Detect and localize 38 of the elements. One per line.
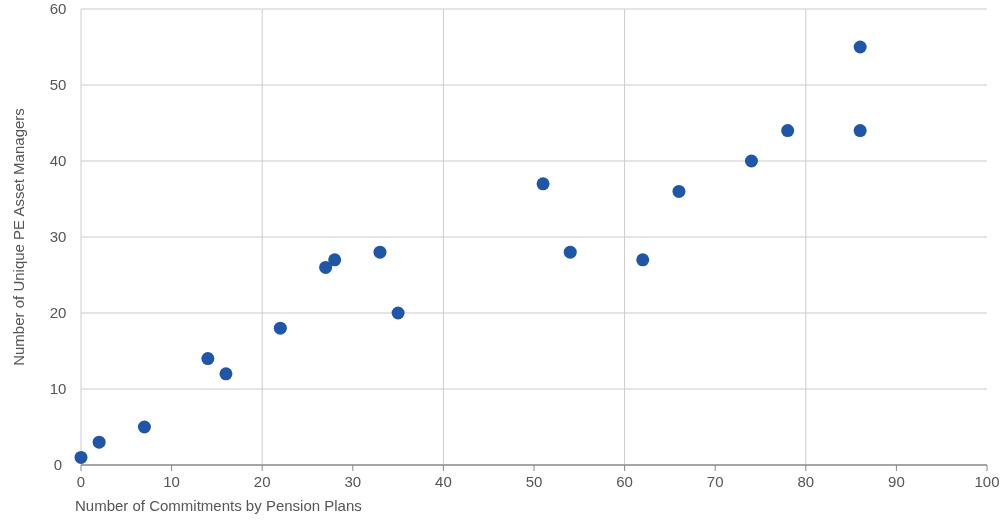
y-tick-label: 20 bbox=[49, 304, 67, 321]
point bbox=[563, 245, 577, 259]
x-tick-label: 50 bbox=[525, 473, 543, 490]
x-tick-label: 100 bbox=[974, 473, 1000, 490]
point bbox=[74, 450, 88, 464]
y-tick-label: 10 bbox=[49, 380, 67, 397]
point bbox=[636, 253, 650, 267]
point bbox=[744, 154, 758, 168]
y-tick-label: 60 bbox=[49, 0, 67, 17]
x-tick-label: 80 bbox=[797, 473, 815, 490]
x-tick-label: 30 bbox=[344, 473, 362, 490]
point bbox=[273, 321, 287, 335]
x-tick-label: 0 bbox=[76, 473, 86, 490]
x-axis-title: Number of Commitments by Pension Plans bbox=[75, 497, 362, 514]
y-tick-label: 0 bbox=[53, 456, 63, 473]
point bbox=[137, 420, 151, 434]
point bbox=[781, 124, 795, 138]
y-axis-title: Number of Unique PE Asset Managers bbox=[10, 108, 27, 366]
point bbox=[328, 253, 342, 267]
y-tick-label: 50 bbox=[49, 76, 67, 93]
x-tick-label: 90 bbox=[888, 473, 905, 490]
x-tick-label: 20 bbox=[253, 473, 271, 490]
point bbox=[853, 40, 867, 54]
point bbox=[319, 260, 333, 274]
point bbox=[853, 124, 867, 138]
point bbox=[391, 306, 405, 320]
x-tick-label: 10 bbox=[163, 473, 180, 490]
point bbox=[219, 367, 233, 381]
point bbox=[92, 435, 106, 449]
point bbox=[672, 184, 686, 198]
point bbox=[201, 352, 215, 366]
y-tick-label: 40 bbox=[49, 152, 67, 169]
x-tick-label: 40 bbox=[435, 473, 452, 490]
point bbox=[373, 245, 387, 259]
point bbox=[536, 177, 550, 191]
x-tick-label: 60 bbox=[616, 473, 633, 490]
y-tick-label: 30 bbox=[49, 228, 67, 245]
x-tick-label: 70 bbox=[706, 473, 724, 490]
